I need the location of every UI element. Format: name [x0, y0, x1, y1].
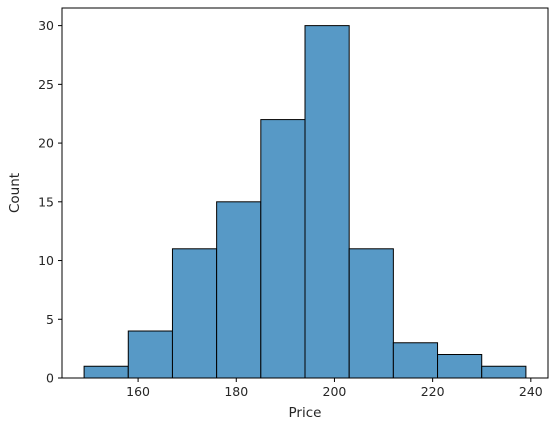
- y-tick-label: 15: [38, 194, 54, 209]
- histogram-bar-7: [392, 342, 439, 379]
- x-tick-label: 240: [519, 384, 543, 399]
- y-tick-label: 0: [46, 371, 54, 386]
- x-tick-label: 180: [224, 384, 248, 399]
- x-tick-label: 220: [421, 384, 445, 399]
- plot-frame: [61, 7, 549, 379]
- histogram-bar-3: [216, 201, 262, 379]
- y-axis-ticks: 0 5 10 15 20 25 30: [38, 18, 62, 386]
- histogram-bar-6: [348, 248, 394, 379]
- y-tick-label: 10: [38, 253, 54, 268]
- y-tick-label: 20: [38, 136, 54, 151]
- histogram-bar-5: [304, 25, 350, 379]
- histogram-bar-0: [83, 365, 129, 379]
- histogram-bar-1: [127, 330, 173, 379]
- y-tick-label: 5: [46, 312, 54, 327]
- x-tick-label: 200: [323, 384, 347, 399]
- histogram-bar-9: [481, 365, 527, 379]
- x-axis-ticks: 160 180 200 220 240: [126, 378, 543, 399]
- histogram-bar-8: [437, 354, 483, 379]
- y-tick-label: 25: [38, 77, 54, 92]
- x-axis-label: Price: [289, 405, 322, 421]
- y-axis-label: Count: [7, 173, 23, 213]
- x-tick-label: 160: [126, 384, 150, 399]
- histogram-bar-2: [171, 248, 218, 379]
- histogram-bar-4: [260, 119, 306, 379]
- y-tick-label: 30: [38, 18, 54, 33]
- bars-group: [83, 25, 527, 379]
